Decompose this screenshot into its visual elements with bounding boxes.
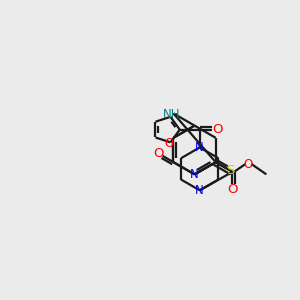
Text: O: O	[212, 123, 223, 136]
Text: N: N	[195, 184, 204, 197]
Text: O: O	[154, 147, 164, 160]
Text: S: S	[226, 164, 235, 177]
Text: O: O	[227, 183, 238, 196]
Text: O: O	[244, 158, 253, 170]
Text: NH: NH	[163, 108, 181, 122]
Text: N: N	[195, 141, 204, 154]
Text: N: N	[190, 168, 199, 181]
Text: O: O	[164, 137, 174, 150]
